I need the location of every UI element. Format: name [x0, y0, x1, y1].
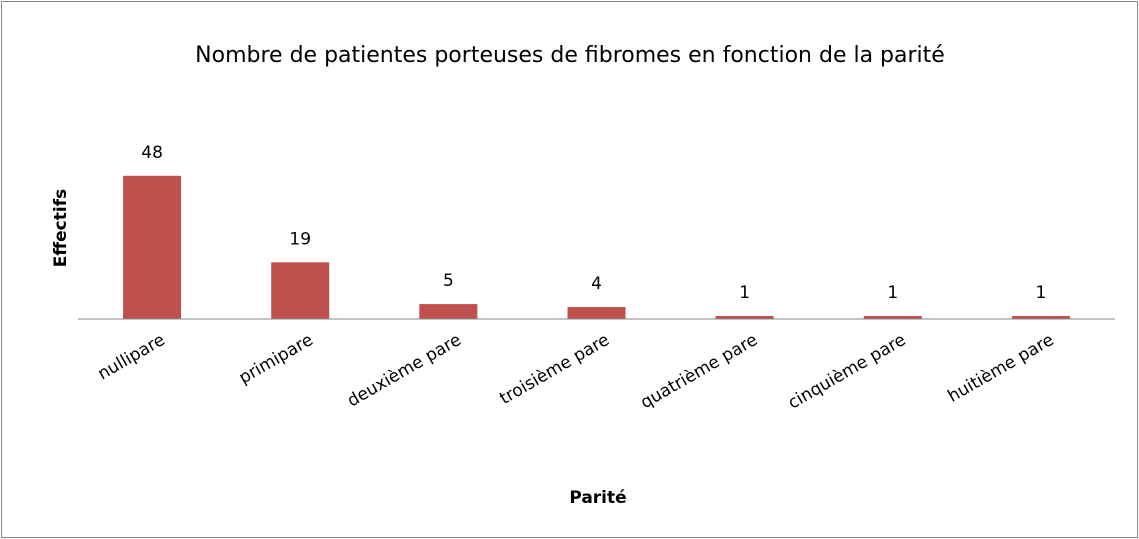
data-label: 5	[443, 271, 454, 291]
chart-title: Nombre de patientes porteuses de fibrome…	[195, 43, 945, 68]
x-tick-label: primipare	[236, 330, 317, 388]
x-tick-label: troisième pare	[496, 330, 613, 409]
data-label: 1	[739, 283, 750, 303]
bar	[271, 262, 330, 319]
data-label: 4	[591, 274, 602, 294]
data-label: 48	[141, 143, 163, 163]
bar	[1011, 316, 1070, 319]
x-tick-label: cinquième pare	[785, 330, 910, 413]
bar	[419, 304, 478, 319]
x-tick-label: nullipare	[94, 330, 168, 384]
x-tick-label: deuxième pare	[344, 330, 465, 411]
data-label: 1	[1036, 283, 1047, 303]
y-axis-title: Effectifs	[51, 189, 71, 267]
x-axis-title: Parité	[569, 488, 626, 508]
bar	[567, 307, 626, 319]
bar	[123, 175, 182, 319]
x-tick-label: quatrième pare	[637, 330, 761, 413]
x-tick-label: huitième pare	[945, 330, 1058, 407]
data-label: 1	[887, 283, 898, 303]
bar	[715, 316, 774, 319]
data-label: 19	[289, 229, 311, 249]
bar	[863, 316, 922, 319]
